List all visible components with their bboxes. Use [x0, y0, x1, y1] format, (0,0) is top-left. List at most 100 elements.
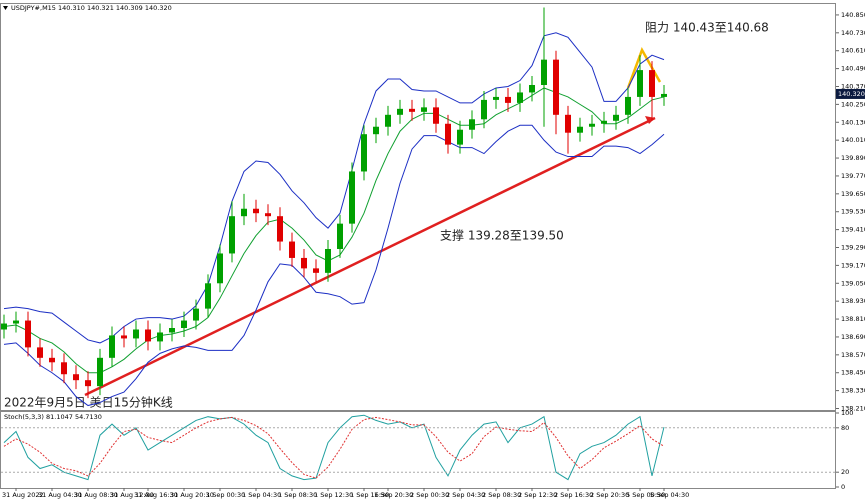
candle-body — [553, 59, 559, 115]
price-tag-label: 140.320 — [838, 90, 865, 98]
candle-body — [49, 357, 55, 363]
candle-body — [241, 208, 247, 217]
x-tick-label: 31 Aug 20:30 — [170, 491, 214, 499]
candle-body — [61, 362, 67, 375]
candle-body — [289, 241, 295, 258]
x-tick-label: 2 Sep 08:30 — [482, 491, 521, 499]
header: USDJPY#,M15 140.310 140.321 140.309 140.… — [11, 4, 172, 12]
stoch-1 — [3, 416, 665, 479]
stoch-panel — [0, 411, 836, 489]
y-tick-label: 138.810 — [841, 315, 865, 323]
candle-body — [601, 120, 607, 124]
y-tick-label: 140.850 — [841, 11, 865, 19]
y-tick-label: 139.050 — [841, 279, 865, 287]
y-tick-label: 138.570 — [841, 351, 865, 359]
stoch-0 — [3, 414, 665, 481]
candle-body — [253, 208, 259, 214]
candle-body — [577, 126, 583, 133]
candle-body — [469, 119, 475, 130]
y-tick-label: 140.250 — [841, 100, 865, 108]
x-tick-label: 2 Sep 20:30 — [590, 491, 629, 499]
main-panel — [0, 3, 836, 411]
y-tick-label: 139.530 — [841, 208, 865, 216]
candle-body — [505, 96, 511, 103]
resistance-note: 阻力 140.43至140.68 — [645, 21, 769, 35]
candle-body — [145, 329, 151, 342]
y-tick-label: 20 — [841, 468, 849, 476]
x-tick-label: 31 Aug 12:30 — [110, 491, 154, 499]
bollinger-lower — [3, 124, 665, 407]
candle-body — [1, 323, 7, 330]
support-line — [84, 116, 656, 397]
candle-body — [481, 99, 487, 120]
x-tick-label: 31 Aug 04:30 — [38, 491, 82, 499]
menu-icon — [3, 6, 8, 10]
candle-body — [433, 107, 439, 124]
candle-body — [97, 357, 103, 387]
candle-body — [205, 283, 211, 309]
x-tick-label: 1 Sep 08:30 — [278, 491, 317, 499]
x-tick-label: 2 Sep 04:30 — [446, 491, 485, 499]
y-tick-label: 139.290 — [841, 243, 865, 251]
candle-body — [157, 332, 163, 342]
y-tick-label: 139.890 — [841, 154, 865, 162]
x-tick-label: 1 Sep 16:30 — [350, 491, 389, 499]
candle-body — [385, 114, 391, 127]
candle-body — [457, 129, 463, 145]
candle-body — [313, 268, 319, 273]
x-tick-label: 5 Sep 04:30 — [650, 491, 689, 499]
x-tick-label: 1 Sep 20:30 — [374, 491, 413, 499]
candle-body — [301, 257, 307, 269]
y-tick-label: 139.410 — [841, 226, 865, 234]
y-tick-label: 140.130 — [841, 118, 865, 126]
y-tick-label: 80 — [841, 424, 849, 432]
candle-body — [85, 380, 91, 387]
stoch-title: Stoch(5,3,3) 81.1047 54.7130 — [4, 413, 102, 421]
candle-body — [169, 328, 175, 333]
marks — [1, 7, 667, 481]
x-tick-label: 31 Aug 08:30 — [74, 491, 118, 499]
candle-body — [181, 320, 187, 329]
candle-body — [121, 335, 127, 339]
y-tick-label: 139.770 — [841, 172, 865, 180]
candle-body — [625, 96, 631, 115]
y-tick-label: 138.330 — [841, 387, 865, 395]
candle-body — [661, 93, 667, 97]
candle-body — [421, 107, 427, 112]
y-tick-label: 138.210 — [841, 405, 865, 413]
candle-body — [109, 335, 115, 358]
candle-body — [397, 108, 403, 115]
y-tick-label: 139.650 — [841, 190, 865, 198]
y-tick-label: 140.490 — [841, 65, 865, 73]
candle-body — [25, 320, 31, 348]
y-tick-label: 140.370 — [841, 82, 865, 90]
candle-body — [613, 114, 619, 121]
x-tick-label: 1 Sep 00:30 — [206, 491, 245, 499]
x-tick-label: 1 Sep 12:30 — [314, 491, 353, 499]
date-note: 2022年9月5日 美日15分钟K线 — [4, 395, 173, 410]
candle-body — [325, 248, 331, 273]
candle-body — [637, 70, 643, 97]
candle-body — [349, 171, 355, 224]
y-tick-label: 140.730 — [841, 29, 865, 37]
candle-body — [361, 134, 367, 172]
candle-body — [541, 59, 547, 85]
candle-body — [13, 320, 19, 324]
price-tag — [836, 88, 865, 99]
x-tick-label: 2 Sep 00:30 — [410, 491, 449, 499]
candle-body — [493, 96, 499, 100]
x-tick-label: 2 Sep 16:30 — [554, 491, 593, 499]
candle-body — [217, 253, 223, 284]
candle-body — [37, 347, 43, 358]
y-tick-label: 138.930 — [841, 297, 865, 305]
y-tick-label: 100 — [841, 409, 853, 417]
candle-body — [409, 108, 415, 112]
candle-body — [277, 216, 283, 242]
x-tick-label: 2 Sep 12:30 — [518, 491, 557, 499]
candle-body — [229, 216, 235, 254]
x-tick-label: 1 Sep 04:30 — [242, 491, 281, 499]
candle-body — [265, 213, 271, 217]
candle-body — [373, 126, 379, 135]
candle-body — [337, 223, 343, 249]
